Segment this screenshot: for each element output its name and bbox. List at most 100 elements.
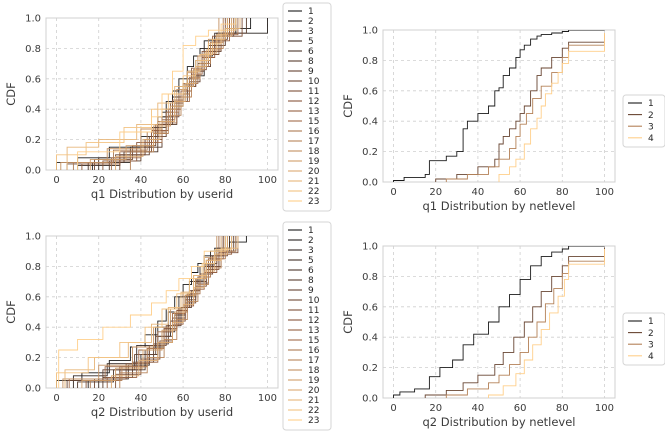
- chart-panel-bottom-right: 0 20 40 60 80 100 0.0 0.2 0.4 0.6 0.8 1.0 q2 Distrib…: [341, 242, 665, 429]
- legend-label: 5: [308, 256, 314, 266]
- legend-label: 16: [308, 127, 320, 137]
- legend-label: 1: [308, 226, 314, 236]
- legend-label: 20: [308, 386, 320, 396]
- legend: 1 23 4: [622, 312, 665, 366]
- legend-label: 15: [308, 336, 319, 346]
- legend-box: [622, 312, 665, 366]
- x-tick-label: 80: [219, 175, 232, 186]
- legend-label: 6: [308, 47, 314, 57]
- legend-label: 3: [648, 340, 654, 350]
- y-tick-label: 0.0: [362, 394, 378, 405]
- legend-label: 2: [648, 111, 654, 121]
- legend-label: 21: [308, 177, 319, 187]
- legend-label: 1: [308, 7, 314, 17]
- x-tick-label: 40: [135, 393, 148, 404]
- legend-label: 18: [308, 147, 320, 157]
- legend-label: 10: [308, 296, 320, 306]
- y-tick-label: 0.2: [25, 135, 41, 146]
- y-tick-label: 0.8: [362, 272, 378, 283]
- series-line-2: [424, 247, 605, 398]
- y-tick-label: 0.6: [362, 86, 378, 97]
- series-line-22: [56, 236, 233, 388]
- y-tick-label: 0.8: [362, 56, 378, 67]
- series-line-20: [115, 18, 228, 170]
- x-tick-label: 20: [429, 187, 442, 198]
- x-tick-label: 80: [556, 187, 569, 198]
- y-tick-label: 0.8: [25, 262, 41, 273]
- y-tick-label: 0.2: [25, 353, 41, 364]
- y-tick-label: 0.8: [25, 44, 41, 55]
- legend: 1 23 4: [622, 94, 665, 148]
- y-tick-label: 0.6: [25, 74, 41, 85]
- legend-label: 9: [308, 67, 314, 77]
- legend-label: 4: [648, 352, 654, 362]
- x-axis-label: q2 Distribution by netlevel: [423, 415, 576, 429]
- y-tick-label: 0.4: [362, 117, 378, 128]
- y-tick-label: 1.0: [25, 232, 41, 243]
- y-tick-label: 0.0: [362, 178, 378, 189]
- legend-label: 12: [308, 97, 319, 107]
- series-line-22: [56, 18, 237, 170]
- legend-label: 15: [308, 117, 319, 127]
- legend-label: 1: [648, 317, 654, 327]
- chart-panel-bottom-left: 0 20 40 60 80 100 0.0 0.2 0.4 0.6 0.8 1.0 q2 Distrib…: [4, 221, 332, 431]
- legend-label: 2: [648, 329, 654, 339]
- x-tick-label: 0: [390, 187, 396, 198]
- legend-label: 17: [308, 356, 319, 366]
- legend-label: 21: [308, 396, 319, 406]
- legend-label: 23: [308, 416, 319, 426]
- x-tick-label: 0: [53, 175, 59, 186]
- legend-label: 19: [308, 376, 320, 386]
- x-tick-label: 60: [514, 187, 527, 198]
- legend-box: [622, 94, 665, 148]
- chart-panel-top-left: 0 20 40 60 80 100 0.0 0.2 0.4 0.6 0.8 1.0 q1 Distrib…: [4, 2, 332, 212]
- x-tick-label: 60: [177, 175, 190, 186]
- legend-box: [282, 221, 332, 431]
- legend-label: 17: [308, 137, 319, 147]
- y-tick-label: 0.2: [362, 147, 378, 158]
- legend-label: 2: [308, 236, 314, 246]
- legend-label: 3: [308, 27, 314, 37]
- legend-label: 8: [308, 276, 314, 286]
- y-tick-label: 0.6: [25, 292, 41, 303]
- legend-label: 22: [308, 406, 319, 416]
- legend-label: 4: [648, 134, 654, 144]
- legend-label: 11: [308, 306, 319, 316]
- x-tick-label: 0: [390, 403, 396, 414]
- x-tick-label: 40: [472, 403, 485, 414]
- x-tick-label: 40: [472, 187, 485, 198]
- x-tick-label: 20: [429, 403, 442, 414]
- y-tick-label: 0.4: [25, 323, 41, 334]
- chart-panel-top-right: 0 20 40 60 80 100 0.0 0.2 0.4 0.6 0.8 1.0 q1 Distrib…: [341, 26, 665, 213]
- x-tick-label: 20: [92, 175, 105, 186]
- legend-label: 16: [308, 346, 320, 356]
- legend-label: 11: [308, 87, 319, 97]
- y-tick-label: 1.0: [25, 14, 41, 25]
- x-tick-label: 40: [135, 175, 148, 186]
- legend-label: 23: [308, 197, 319, 207]
- x-axis-label: q1 Distribution by netlevel: [423, 199, 576, 213]
- legend-label: 12: [308, 316, 319, 326]
- x-tick-label: 100: [258, 175, 277, 186]
- legend-label: 2: [308, 17, 314, 27]
- x-tick-label: 100: [595, 403, 614, 414]
- y-axis-label: CDF: [341, 94, 355, 118]
- y-tick-label: 0.0: [25, 384, 41, 395]
- x-tick-label: 60: [177, 393, 190, 404]
- y-tick-label: 1.0: [362, 26, 378, 37]
- legend-label: 8: [308, 57, 314, 67]
- series-line-1: [393, 30, 605, 182]
- x-tick-label: 60: [514, 403, 527, 414]
- x-tick-label: 80: [556, 403, 569, 414]
- plot-frame: [45, 17, 279, 171]
- series-line-17: [119, 236, 237, 388]
- series-line-4: [488, 249, 605, 398]
- legend-label: 6: [308, 266, 314, 276]
- y-tick-label: 1.0: [362, 242, 378, 253]
- series-line-2: [435, 34, 605, 182]
- series-line-23: [58, 236, 226, 388]
- plot-frame: [45, 235, 279, 389]
- y-tick-label: 0.0: [25, 166, 41, 177]
- plot-frame: [382, 245, 616, 399]
